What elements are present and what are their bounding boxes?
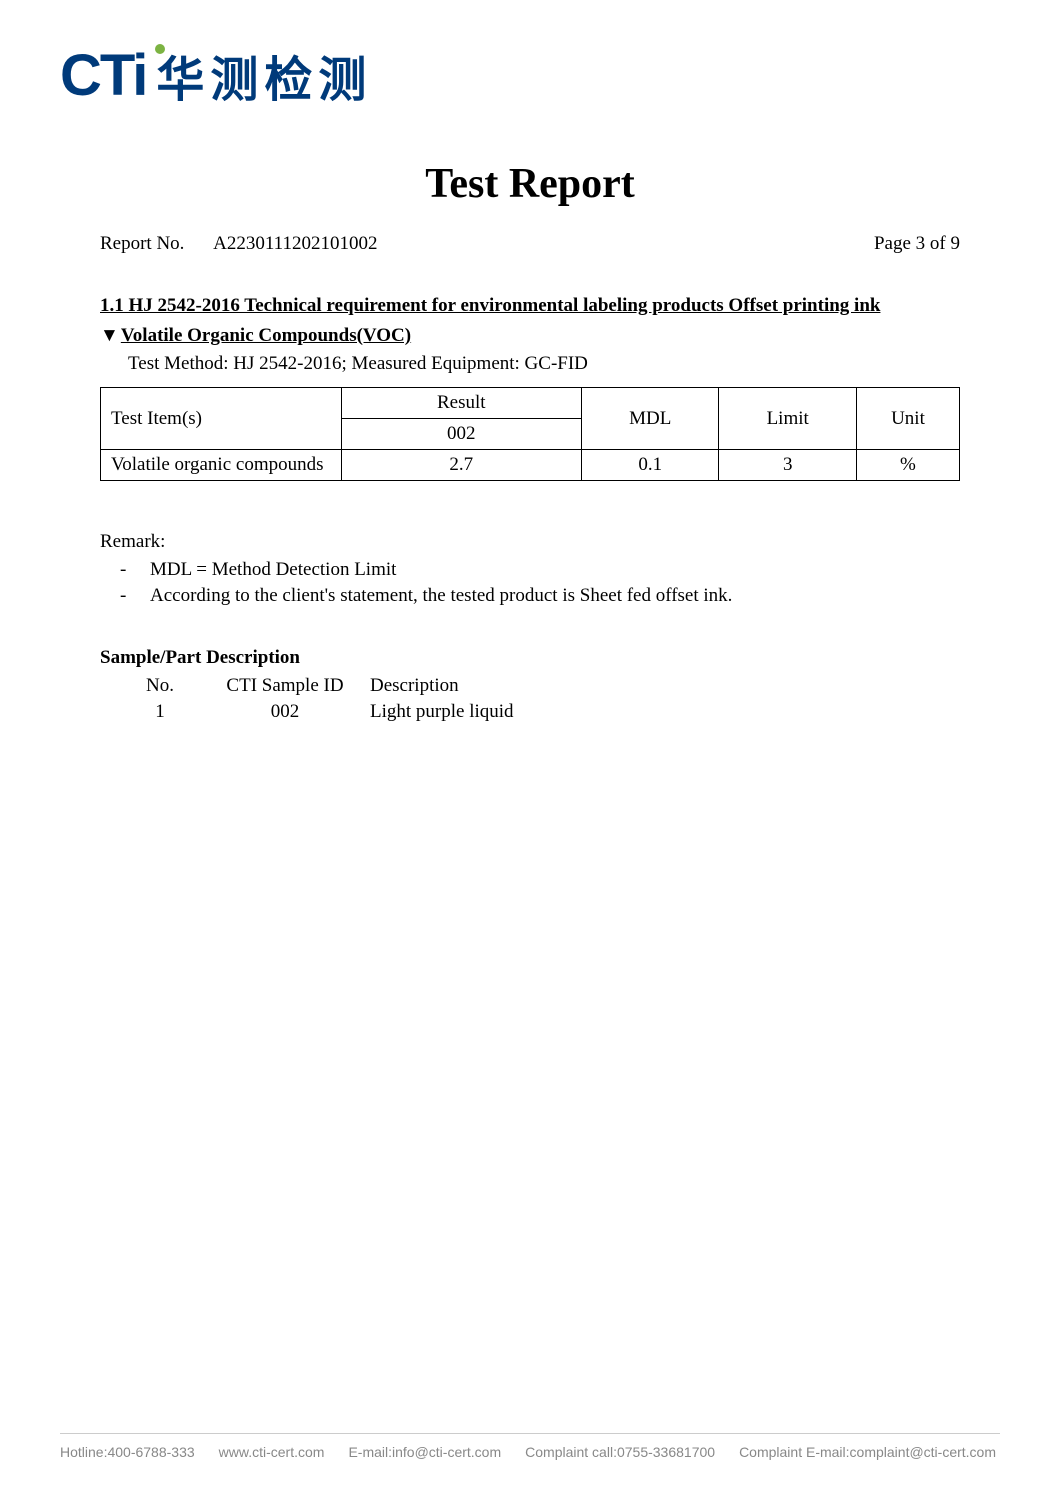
logo-cti-text: CTi (60, 42, 146, 109)
test-method-line: Test Method: HJ 2542-2016; Measured Equi… (128, 353, 960, 375)
col-result-sub: 002 (341, 419, 582, 450)
footer-complaint-email: Complaint E-mail:complaint@cti-cert.com (739, 1444, 996, 1460)
table-header-row-1: Test Item(s) Result MDL Limit Unit (101, 388, 960, 419)
cell-unit: % (856, 450, 959, 481)
col-mdl: MDL (582, 388, 719, 450)
remark-text: According to the client's statement, the… (150, 585, 732, 607)
report-no-group: Report No. A2230111202101002 (100, 233, 377, 255)
page-title: Test Report (60, 160, 1000, 208)
logo-cti-label: CTi (60, 43, 146, 108)
page-indicator: Page 3 of 9 (874, 233, 960, 255)
list-item: -MDL = Method Detection Limit (120, 559, 960, 581)
col-result: Result (341, 388, 582, 419)
sample-cell-desc: Light purple liquid (370, 701, 960, 723)
sample-col-no: No. (120, 675, 200, 697)
footer: Hotline:400-6788-333 www.cti-cert.com E-… (60, 1433, 1000, 1460)
sample-header-row: No. CTI Sample ID Description (120, 675, 960, 697)
sample-cell-id: 002 (200, 701, 370, 723)
footer-complaint-call: Complaint call:0755-33681700 (525, 1444, 715, 1460)
section-heading: 1.1 HJ 2542-2016 Technical requirement f… (100, 295, 960, 317)
col-test-item: Test Item(s) (101, 388, 342, 450)
page-label: Page (874, 233, 911, 254)
cell-limit: 3 (719, 450, 856, 481)
footer-email: E-mail:info@cti-cert.com (348, 1444, 501, 1460)
table-row: Volatile organic compounds 2.7 0.1 3 % (101, 450, 960, 481)
remark-block: Remark: -MDL = Method Detection Limit -A… (100, 531, 960, 607)
sample-row: 1 002 Light purple liquid (120, 701, 960, 723)
cell-result: 2.7 (341, 450, 582, 481)
report-header-line: Report No. A2230111202101002 Page 3 of 9 (100, 233, 960, 255)
remark-title: Remark: (100, 531, 960, 553)
sub-heading: ▼Volatile Organic Compounds(VOC) (100, 325, 960, 347)
page-current: 3 (916, 233, 926, 254)
remark-list: -MDL = Method Detection Limit -According… (100, 559, 960, 607)
cell-item: Volatile organic compounds (101, 450, 342, 481)
logo-cn-text: 华测检测 (156, 40, 372, 110)
sub-heading-text: Volatile Organic Compounds(VOC) (121, 325, 411, 346)
results-table: Test Item(s) Result MDL Limit Unit 002 V… (100, 387, 960, 481)
footer-web: www.cti-cert.com (219, 1444, 325, 1460)
footer-hotline: Hotline:400-6788-333 (60, 1444, 195, 1460)
col-unit: Unit (856, 388, 959, 450)
sample-description-block: Sample/Part Description No. CTI Sample I… (100, 647, 960, 723)
page-total: 9 (951, 233, 961, 254)
cell-mdl: 0.1 (582, 450, 719, 481)
dash-icon: - (120, 559, 150, 581)
logo-dot-icon (155, 44, 165, 54)
sample-col-id: CTI Sample ID (200, 675, 370, 697)
logo-block: CTi 华测检测 (60, 40, 1000, 110)
triangle-icon: ▼ (100, 325, 119, 346)
report-no-value: A2230111202101002 (213, 233, 377, 254)
sample-col-desc: Description (370, 675, 960, 697)
list-item: -According to the client's statement, th… (120, 585, 960, 607)
col-limit: Limit (719, 388, 856, 450)
sample-table: No. CTI Sample ID Description 1 002 Ligh… (120, 675, 960, 723)
dash-icon: - (120, 585, 150, 607)
sample-title: Sample/Part Description (100, 647, 960, 669)
remark-text: MDL = Method Detection Limit (150, 559, 396, 581)
sample-cell-no: 1 (120, 701, 200, 723)
page-of: of (930, 233, 946, 254)
report-no-label: Report No. (100, 233, 184, 254)
